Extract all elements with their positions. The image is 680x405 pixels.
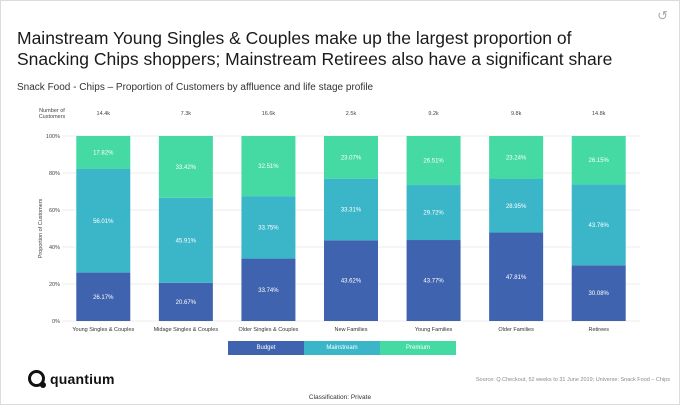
legend-item-mainstream: Mainstream bbox=[304, 341, 380, 355]
quantium-logo: quantium bbox=[28, 370, 115, 388]
bar-segment-premium bbox=[158, 136, 213, 198]
data-label: 43.76% bbox=[589, 223, 610, 229]
legend-item-budget: Budget bbox=[228, 341, 304, 355]
x-tick-label: Midage Singles & Couples bbox=[154, 327, 219, 333]
bar-segment-mainstream bbox=[158, 197, 213, 283]
y-tick-label: 20% bbox=[49, 282, 60, 288]
bar-segment-mainstream bbox=[324, 178, 378, 241]
bar-segment-premium bbox=[406, 136, 461, 186]
data-label: 33.31% bbox=[341, 207, 362, 213]
y-tick-label: 80% bbox=[49, 171, 60, 177]
slide-title: Mainstream Young Singles & Couples make … bbox=[17, 28, 613, 69]
x-tick-label: New Families bbox=[334, 327, 367, 333]
data-label: 56.01% bbox=[93, 219, 114, 225]
bar-segment-budget bbox=[571, 265, 626, 321]
x-tick-label: Older Singles & Couples bbox=[238, 327, 298, 333]
bar-segment-mainstream bbox=[489, 178, 544, 233]
y-tick-label: 100% bbox=[46, 134, 60, 140]
bar-segment-premium bbox=[571, 136, 626, 185]
customer-count: 9.8k bbox=[511, 111, 522, 117]
data-label: 43.62% bbox=[341, 279, 362, 285]
chart-legend: Budget Mainstream Premium bbox=[228, 341, 456, 355]
data-label: 23.24% bbox=[506, 155, 527, 161]
bar-segment-budget bbox=[406, 240, 461, 321]
chart-subtitle: Snack Food - Chips – Proportion of Custo… bbox=[17, 82, 374, 93]
data-label: 43.77% bbox=[423, 279, 444, 285]
x-tick-label: Older Families bbox=[498, 327, 534, 333]
data-label: 45.91% bbox=[176, 238, 197, 244]
source-note: Source: Q.Checkout, 52 weeks to 31 June … bbox=[475, 377, 670, 383]
bar-segment-budget bbox=[489, 232, 544, 321]
legend-item-premium: Premium bbox=[380, 341, 456, 355]
y-tick-label: 40% bbox=[49, 245, 60, 251]
y-axis-label: Proportion of Customers bbox=[38, 198, 44, 258]
bar-segment-budget bbox=[158, 282, 213, 321]
customer-count-header: Number of bbox=[39, 108, 65, 114]
refresh-icon[interactable]: ↺ bbox=[657, 8, 668, 23]
data-label: 33.42% bbox=[176, 165, 197, 171]
data-label: 47.81% bbox=[506, 275, 527, 281]
customer-count: 14.8k bbox=[592, 111, 606, 117]
customer-count: 2.5k bbox=[346, 111, 357, 117]
customer-count-header: Customers bbox=[39, 114, 66, 120]
data-label: 26.15% bbox=[589, 158, 610, 164]
logo-text: quantium bbox=[50, 370, 115, 387]
bar-segment-mainstream bbox=[76, 168, 131, 273]
data-label: 33.75% bbox=[258, 225, 279, 231]
data-label: 28.95% bbox=[506, 204, 527, 210]
bar-segment-mainstream bbox=[571, 184, 626, 266]
bar-segment-premium bbox=[76, 136, 131, 169]
bar-segment-premium bbox=[241, 136, 296, 197]
bar-segment-premium bbox=[489, 136, 544, 179]
data-label: 29.72% bbox=[423, 211, 444, 217]
y-tick-label: 0% bbox=[52, 319, 60, 325]
bar-segment-mainstream bbox=[241, 196, 296, 259]
x-tick-label: Retirees bbox=[588, 327, 609, 333]
customer-count: 14.4k bbox=[97, 111, 111, 117]
customer-count: 16.6k bbox=[262, 111, 276, 117]
data-label: 23.07% bbox=[341, 155, 362, 161]
data-label: 30.08% bbox=[589, 291, 610, 297]
x-tick-label: Young Families bbox=[415, 327, 453, 333]
x-tick-label: Young Singles & Couples bbox=[72, 327, 134, 333]
bar-segment-budget bbox=[324, 240, 378, 321]
customer-count: 7.3k bbox=[181, 111, 192, 117]
customer-count: 9.2k bbox=[428, 111, 439, 117]
data-label: 26.51% bbox=[423, 159, 444, 165]
data-label: 33.74% bbox=[258, 288, 279, 294]
bar-segment-budget bbox=[76, 272, 131, 321]
data-label: 20.67% bbox=[176, 300, 197, 306]
y-tick-label: 60% bbox=[49, 208, 60, 214]
data-label: 32.51% bbox=[258, 164, 279, 170]
data-label: 17.82% bbox=[93, 150, 114, 156]
bar-segment-premium bbox=[324, 136, 378, 179]
bar-segment-budget bbox=[241, 258, 296, 321]
data-label: 26.17% bbox=[93, 295, 114, 301]
quantium-logo-icon bbox=[28, 370, 46, 388]
bar-segment-mainstream bbox=[406, 185, 461, 241]
classification-label: Classification: Private bbox=[308, 394, 372, 401]
